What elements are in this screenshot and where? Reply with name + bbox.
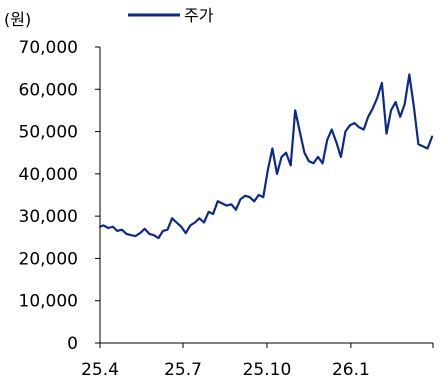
legend: 주가 xyxy=(128,6,214,25)
y-tick-label: 50,000 xyxy=(19,123,78,143)
y-tick-label: 40,000 xyxy=(19,165,78,185)
y-tick-label: 10,000 xyxy=(19,292,78,312)
x-tick-label: 26.1 xyxy=(332,360,370,380)
y-tick-label: 30,000 xyxy=(19,207,78,227)
y-unit-label: (원) xyxy=(4,10,31,29)
x-tick-label: 25.4 xyxy=(81,360,119,380)
y-tick-label: 20,000 xyxy=(19,249,78,269)
y-tick-label: 0 xyxy=(67,334,78,354)
y-tick-label: 70,000 xyxy=(19,38,78,58)
x-tick-label: 25.10 xyxy=(243,360,292,380)
plot-area xyxy=(98,73,434,240)
x-axis: 25.4 25.7 25.10 26.1 xyxy=(81,342,434,380)
y-tick-label: 60,000 xyxy=(19,80,78,100)
y-axis: 0 10,000 20,000 30,000 40,000 50,000 60,000 70,… xyxy=(19,38,101,354)
x-tick-label: 25.7 xyxy=(164,360,202,380)
series-line-stock-price xyxy=(98,73,434,240)
legend-label: 주가 xyxy=(184,6,214,25)
